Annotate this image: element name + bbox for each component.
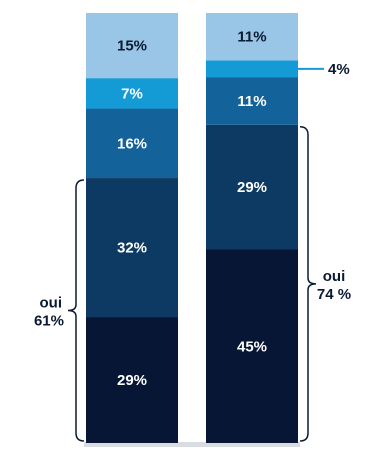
bar-segment: [86, 317, 178, 443]
bracket-label: oui: [323, 268, 346, 285]
data-label: 11%: [237, 29, 266, 46]
bracket: [67, 179, 85, 442]
bar-segment: [206, 77, 298, 125]
bar-shadows: [84, 442, 300, 447]
bar-segments: [86, 13, 298, 443]
floor-shadow: [84, 442, 300, 447]
data-label: 29%: [117, 372, 147, 389]
bar-segment: [206, 124, 298, 250]
data-label: 16%: [117, 135, 147, 152]
data-label: 7%: [121, 85, 143, 102]
data-label: 32%: [117, 240, 147, 257]
bar-segment: [206, 13, 298, 61]
bracket-label: oui: [40, 295, 63, 312]
bracket: [299, 126, 317, 442]
bar-segment: [86, 78, 178, 109]
data-label: 11%: [237, 93, 266, 110]
data-label: 29%: [237, 179, 267, 196]
data-label: 4%: [328, 61, 350, 78]
bar-segment: [206, 249, 298, 443]
bar-segment: [86, 108, 178, 179]
bar-segment: [86, 178, 178, 318]
bracket-value: 61%: [34, 313, 64, 330]
bracket-value: 74 %: [317, 286, 351, 303]
data-label: 15%: [117, 38, 147, 55]
bar-segment: [206, 60, 298, 78]
bar-segment: [86, 13, 178, 79]
data-label: 45%: [237, 338, 267, 355]
segment-labels: 29% 32% 16% 7% 15% 45% 29% 11% 4% 11%: [117, 29, 350, 389]
